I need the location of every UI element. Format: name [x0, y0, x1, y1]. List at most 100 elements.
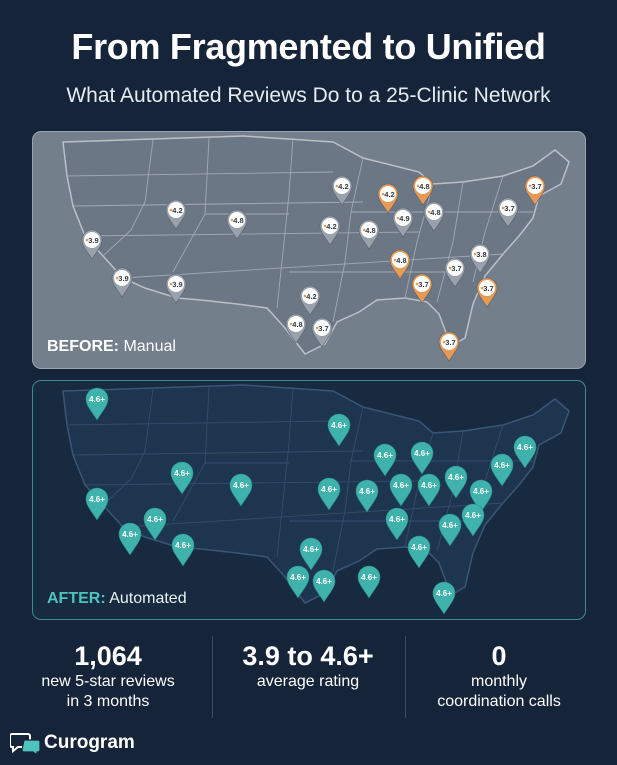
stat-calls: 0 monthly coordination calls	[404, 632, 594, 712]
rating-pin: 3.7	[438, 331, 460, 362]
rating-pin: 4.6+	[286, 565, 310, 599]
page-title: From Fragmented to Unified	[71, 26, 546, 67]
stat-rating-line1: average rating	[256, 673, 360, 690]
rating-pin: 4.6+	[407, 535, 431, 569]
rating-pin: 4.6+	[513, 435, 537, 469]
stat-calls-line1: monthly	[470, 673, 528, 690]
rating-pin-value: 3.7	[445, 338, 455, 347]
stat-divider	[212, 636, 213, 718]
rating-pin: 3.9	[165, 273, 187, 304]
rating-pin: 4.6+	[143, 507, 167, 541]
stat-reviews: 1,064 new 5-star reviews in 3 months	[13, 632, 203, 712]
stat-reviews-line2: in 3 months	[66, 693, 150, 710]
stat-reviews-value: 1,064	[74, 641, 142, 671]
rating-pin: 4.6+	[432, 581, 456, 615]
rating-pin: 4.6+	[417, 473, 441, 507]
rating-pin-value: 4.6+	[414, 449, 430, 458]
rating-pin: 4.6+	[299, 537, 323, 571]
rating-pin-value: 4.9	[399, 214, 409, 223]
stat-calls-value: 0	[491, 641, 507, 671]
rating-pin: 3.7	[476, 277, 498, 308]
rating-pin: 4.6+	[438, 513, 462, 547]
rating-pin-value: 4.6+	[494, 461, 510, 470]
rating-pin: 3.7	[311, 317, 333, 348]
rating-pin: 4.6+	[461, 503, 485, 537]
rating-pin: 4.2	[377, 183, 399, 214]
rating-pin-value: 4.6+	[377, 451, 393, 460]
rating-pin: 4.6+	[357, 565, 381, 599]
stats-row: 1,064 new 5-star reviews in 3 months 3.9…	[0, 632, 617, 724]
rating-pin: 3.9	[81, 229, 103, 260]
rating-pin: 3.9	[111, 267, 133, 298]
rating-pin: 4.6+	[355, 479, 379, 513]
rating-pin: 4.8	[412, 175, 434, 206]
stat-divider	[405, 636, 406, 718]
rating-pin-value: 3.7	[318, 324, 328, 333]
rating-pin-value: 4.6+	[442, 521, 458, 530]
rating-pin-value: 4.6+	[321, 485, 337, 494]
rating-pin: 4.2	[299, 285, 321, 316]
rating-pin-value: 4.8	[233, 216, 243, 225]
rating-pin: 4.6+	[85, 487, 109, 521]
rating-pin-value: 4.2	[172, 206, 182, 215]
rating-pin-value: 4.6+	[89, 395, 105, 404]
rating-pin-value: 4.2	[338, 182, 348, 191]
rating-pin-value: 4.6+	[436, 589, 452, 598]
rating-pin-value: 4.6+	[473, 487, 489, 496]
rating-pin: 4.8	[358, 219, 380, 250]
rating-pin-value: 4.2	[326, 222, 336, 231]
rating-pin-value: 4.6+	[331, 421, 347, 430]
rating-pin: 4.2	[319, 215, 341, 246]
rating-pin: 4.8	[226, 209, 248, 240]
rating-pin-value: 4.6+	[448, 473, 464, 482]
rating-pin: 4.8	[285, 313, 307, 344]
rating-pin-value: 4.6+	[233, 481, 249, 490]
after-map: 4.6+ 4.6+ 4.6+ 4.6+ 4.6+ 4.6+ 4.6+ 4.6+ 4.6+ 4.6+…	[62, 384, 570, 615]
rating-pin-value: 4.6+	[122, 530, 138, 539]
rating-pin: 4.6+	[444, 465, 468, 499]
rating-pin-value: 4.6+	[174, 469, 190, 478]
rating-pin-value: 3.8	[476, 250, 486, 259]
rating-pin-value: 4.2	[306, 292, 316, 301]
rating-pin: 4.6+	[410, 441, 434, 475]
before-label-bold: BEFORE:	[47, 338, 119, 355]
rating-pin-value: 4.6+	[411, 543, 427, 552]
rating-pin-value: 4.2	[384, 190, 394, 199]
rating-pin-value: 4.6+	[465, 511, 481, 520]
rating-pin: 3.8	[469, 243, 491, 274]
stat-reviews-line1: new 5-star reviews	[41, 673, 175, 690]
rating-pin-value: 4.6+	[316, 577, 332, 586]
page-subtitle: What Automated Reviews Do to a 25-Clinic…	[66, 84, 551, 107]
rating-pin-value: 3.9	[118, 274, 128, 283]
rating-pin-value: 4.6+	[290, 573, 306, 582]
rating-pin-value: 4.8	[419, 182, 429, 191]
before-label-text: Manual	[123, 338, 176, 355]
rating-pin-value: 3.7	[504, 204, 514, 213]
rating-pin-value: 3.7	[531, 182, 541, 191]
rating-pin: 3.7	[411, 273, 433, 304]
rating-pin: 4.6+	[469, 479, 493, 513]
rating-pin-value: 3.7	[418, 280, 428, 289]
rating-pin-value: 4.6+	[517, 443, 533, 452]
stat-rating-value: 3.9 to 4.6+	[242, 641, 374, 671]
rating-pin: 4.6+	[373, 443, 397, 477]
rating-pin-value: 4.6+	[147, 515, 163, 524]
rating-pin-value: 3.7	[451, 264, 461, 273]
rating-pin: 3.7	[497, 197, 519, 228]
rating-pin-value: 4.8	[430, 208, 440, 217]
rating-pin: 4.6+	[327, 413, 351, 447]
brand-name: Curogram	[44, 732, 135, 753]
rating-pin: 4.6+	[389, 473, 413, 507]
rating-pin-value: 4.6+	[421, 481, 437, 490]
before-label: BEFORE: Manual	[47, 338, 176, 356]
rating-pin: 4.9	[392, 207, 414, 238]
after-map-panel: 4.6+ 4.6+ 4.6+ 4.6+ 4.6+ 4.6+ 4.6+ 4.6+ 4.6+ 4.6+…	[32, 380, 586, 620]
rating-pin-value: 3.9	[88, 236, 98, 245]
rating-pin: 3.7	[524, 175, 546, 206]
rating-pin-value: 4.6+	[361, 573, 377, 582]
rating-pin-value: 4.6+	[359, 487, 375, 496]
rating-pin: 4.6+	[229, 473, 253, 507]
after-label-bold: AFTER:	[47, 590, 106, 607]
rating-pin: 4.8	[389, 249, 411, 280]
rating-pin: 4.6+	[317, 477, 341, 511]
